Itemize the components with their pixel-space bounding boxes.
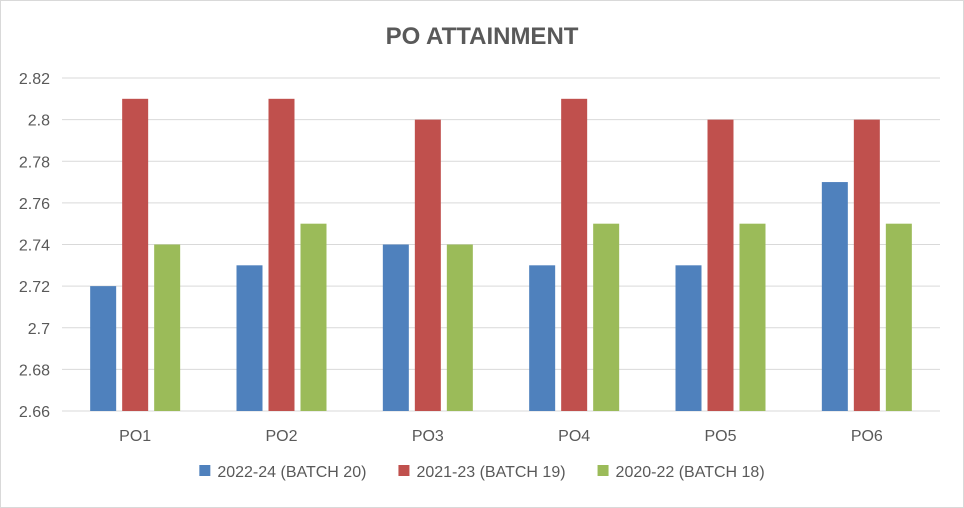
gridlines: [62, 77, 940, 412]
bar-po1-series-1: [90, 286, 117, 411]
bar-po6-series-1: [821, 182, 848, 411]
bar-po5-series-1: [675, 265, 702, 411]
legend-swatch: [597, 465, 609, 476]
legend-label: 2021-23 (BATCH 19): [416, 464, 565, 481]
bar-po2-series-3: [300, 223, 327, 411]
bar-po4-series-1: [529, 265, 556, 411]
x-tick-label: PO2: [265, 428, 297, 445]
y-tick-label: 2.8: [28, 113, 50, 130]
legend-swatch: [199, 465, 211, 476]
bar-po2-series-2: [268, 98, 295, 411]
x-tick-label: PO5: [704, 428, 736, 445]
x-axis-tick-labels: PO1 PO2 PO3 PO4 PO5 PO6: [119, 428, 883, 445]
bar-po1-series-3: [154, 244, 181, 411]
bar-po5-series-3: [739, 223, 766, 411]
y-tick-label: 2.82: [19, 71, 50, 88]
bar-po1-series-2: [122, 98, 149, 411]
y-tick-label: 2.78: [19, 154, 50, 171]
legend-label: 2022-24 (BATCH 20): [217, 464, 366, 481]
bar-po5-series-2: [707, 119, 734, 411]
legend: 2022-24 (BATCH 20) 2021-23 (BATCH 19) 2020…: [199, 464, 765, 481]
y-tick-label: 2.68: [19, 362, 50, 379]
bar-po3-series-3: [446, 244, 473, 411]
legend-item-3: 2020-22 (BATCH 18): [597, 464, 765, 481]
x-tick-label: PO6: [851, 428, 883, 445]
bar-po4-series-3: [593, 223, 620, 411]
y-tick-label: 2.7: [28, 321, 50, 338]
bar-po6-series-3: [885, 223, 912, 411]
legend-item-2: 2021-23 (BATCH 19): [398, 464, 566, 481]
bar-po3-series-1: [382, 244, 409, 411]
y-axis-tick-labels: 2.66 2.68 2.7 2.72 2.74 2.76 2.78 2.8 2.82: [19, 71, 50, 421]
y-tick-label: 2.74: [19, 238, 50, 255]
chart-title: PO ATTAINMENT: [386, 23, 579, 50]
x-tick-label: PO3: [412, 428, 444, 445]
legend-label: 2020-22 (BATCH 18): [616, 464, 765, 481]
bars: [90, 98, 912, 411]
y-tick-label: 2.72: [19, 279, 50, 296]
bar-po3-series-2: [414, 119, 441, 411]
legend-item-1: 2022-24 (BATCH 20): [199, 464, 366, 481]
bar-po2-series-1: [236, 265, 263, 411]
legend-swatch: [398, 465, 410, 476]
y-tick-label: 2.76: [19, 196, 50, 213]
bar-po4-series-2: [561, 98, 588, 411]
x-tick-label: PO1: [119, 428, 151, 445]
x-tick-label: PO4: [558, 428, 590, 445]
bar-po6-series-2: [853, 119, 880, 411]
y-tick-label: 2.66: [19, 404, 50, 421]
